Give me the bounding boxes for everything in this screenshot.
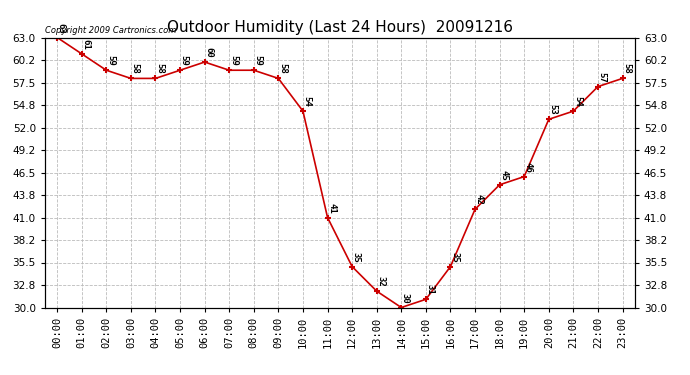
Text: 58: 58 [622,63,631,74]
Text: 58: 58 [278,63,287,74]
Text: 58: 58 [155,63,164,74]
Text: 54: 54 [573,96,582,107]
Title: Outdoor Humidity (Last 24 Hours)  20091216: Outdoor Humidity (Last 24 Hours) 2009121… [167,20,513,35]
Text: 63: 63 [57,22,66,33]
Text: 31: 31 [426,284,435,295]
Text: 53: 53 [549,104,558,115]
Text: 30: 30 [401,292,410,303]
Text: 32: 32 [376,276,385,287]
Text: 41: 41 [327,202,336,213]
Text: Copyright 2009 Cartronics.com: Copyright 2009 Cartronics.com [45,26,176,35]
Text: 35: 35 [352,252,361,262]
Text: 57: 57 [598,72,607,82]
Text: 59: 59 [106,55,115,66]
Text: 54: 54 [303,96,312,107]
Text: 45: 45 [500,170,509,181]
Text: 42: 42 [475,194,484,205]
Text: 35: 35 [450,252,459,262]
Text: 59: 59 [253,55,262,66]
Text: 46: 46 [524,162,533,172]
Text: 59: 59 [229,55,238,66]
Text: 61: 61 [81,39,90,50]
Text: 59: 59 [179,55,188,66]
Text: 60: 60 [204,47,213,58]
Text: 58: 58 [130,63,139,74]
